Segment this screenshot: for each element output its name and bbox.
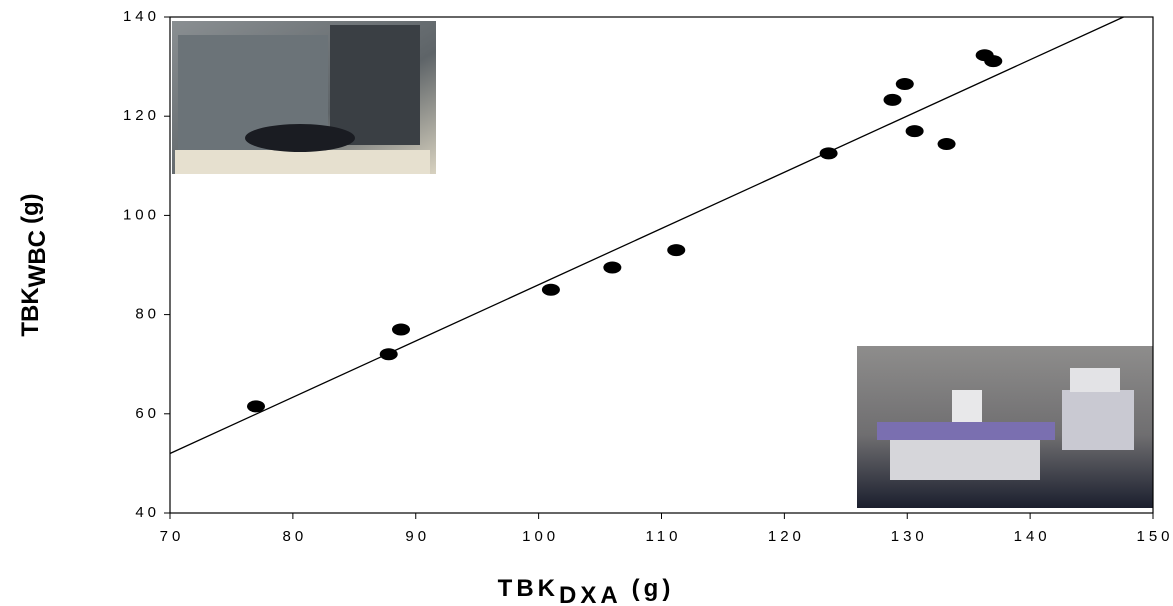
y-tick-label: 120 [123, 107, 160, 124]
point [895, 77, 914, 90]
point [392, 323, 411, 336]
point [541, 283, 560, 296]
point [247, 400, 266, 413]
y-tick-label: 60 [135, 405, 160, 422]
y-tick-label: 100 [123, 206, 160, 223]
x-label-unit: (g) [632, 575, 675, 602]
point [603, 261, 622, 274]
x-tick-label: 110 [646, 528, 682, 545]
x-label-sub: DXA [559, 582, 622, 606]
point [819, 147, 838, 160]
point [667, 244, 686, 257]
y-axis-label: TBKWBC (g) [17, 193, 51, 336]
x-tick-label: 150 [1136, 528, 1173, 545]
x-tick-label: 70 [160, 528, 185, 545]
point [905, 125, 924, 138]
x-tick-label: 130 [891, 528, 928, 545]
x-tick-label: 90 [405, 528, 430, 545]
x-tick-label: 140 [1014, 528, 1051, 545]
photo-wbc [172, 21, 436, 174]
y-label-unit: (g) [17, 193, 44, 224]
x-label-main: TBK [498, 575, 559, 602]
y-tick-label: 40 [135, 504, 160, 521]
point [984, 55, 1003, 68]
photo-dxa [857, 346, 1153, 508]
y-label-main: TBK [17, 287, 44, 337]
y-tick-label: 80 [135, 306, 160, 323]
x-tick-label: 100 [522, 528, 559, 545]
y-tick-label: 140 [123, 8, 160, 25]
point [379, 348, 398, 361]
fit-line [169, 16, 1124, 455]
point [937, 137, 956, 150]
y-label-sub: WBC [24, 230, 51, 287]
x-tick-label: 80 [283, 528, 308, 545]
point [883, 93, 902, 106]
x-tick-label: 120 [768, 528, 805, 545]
x-axis-label: TBKDXA (g) [498, 575, 675, 606]
